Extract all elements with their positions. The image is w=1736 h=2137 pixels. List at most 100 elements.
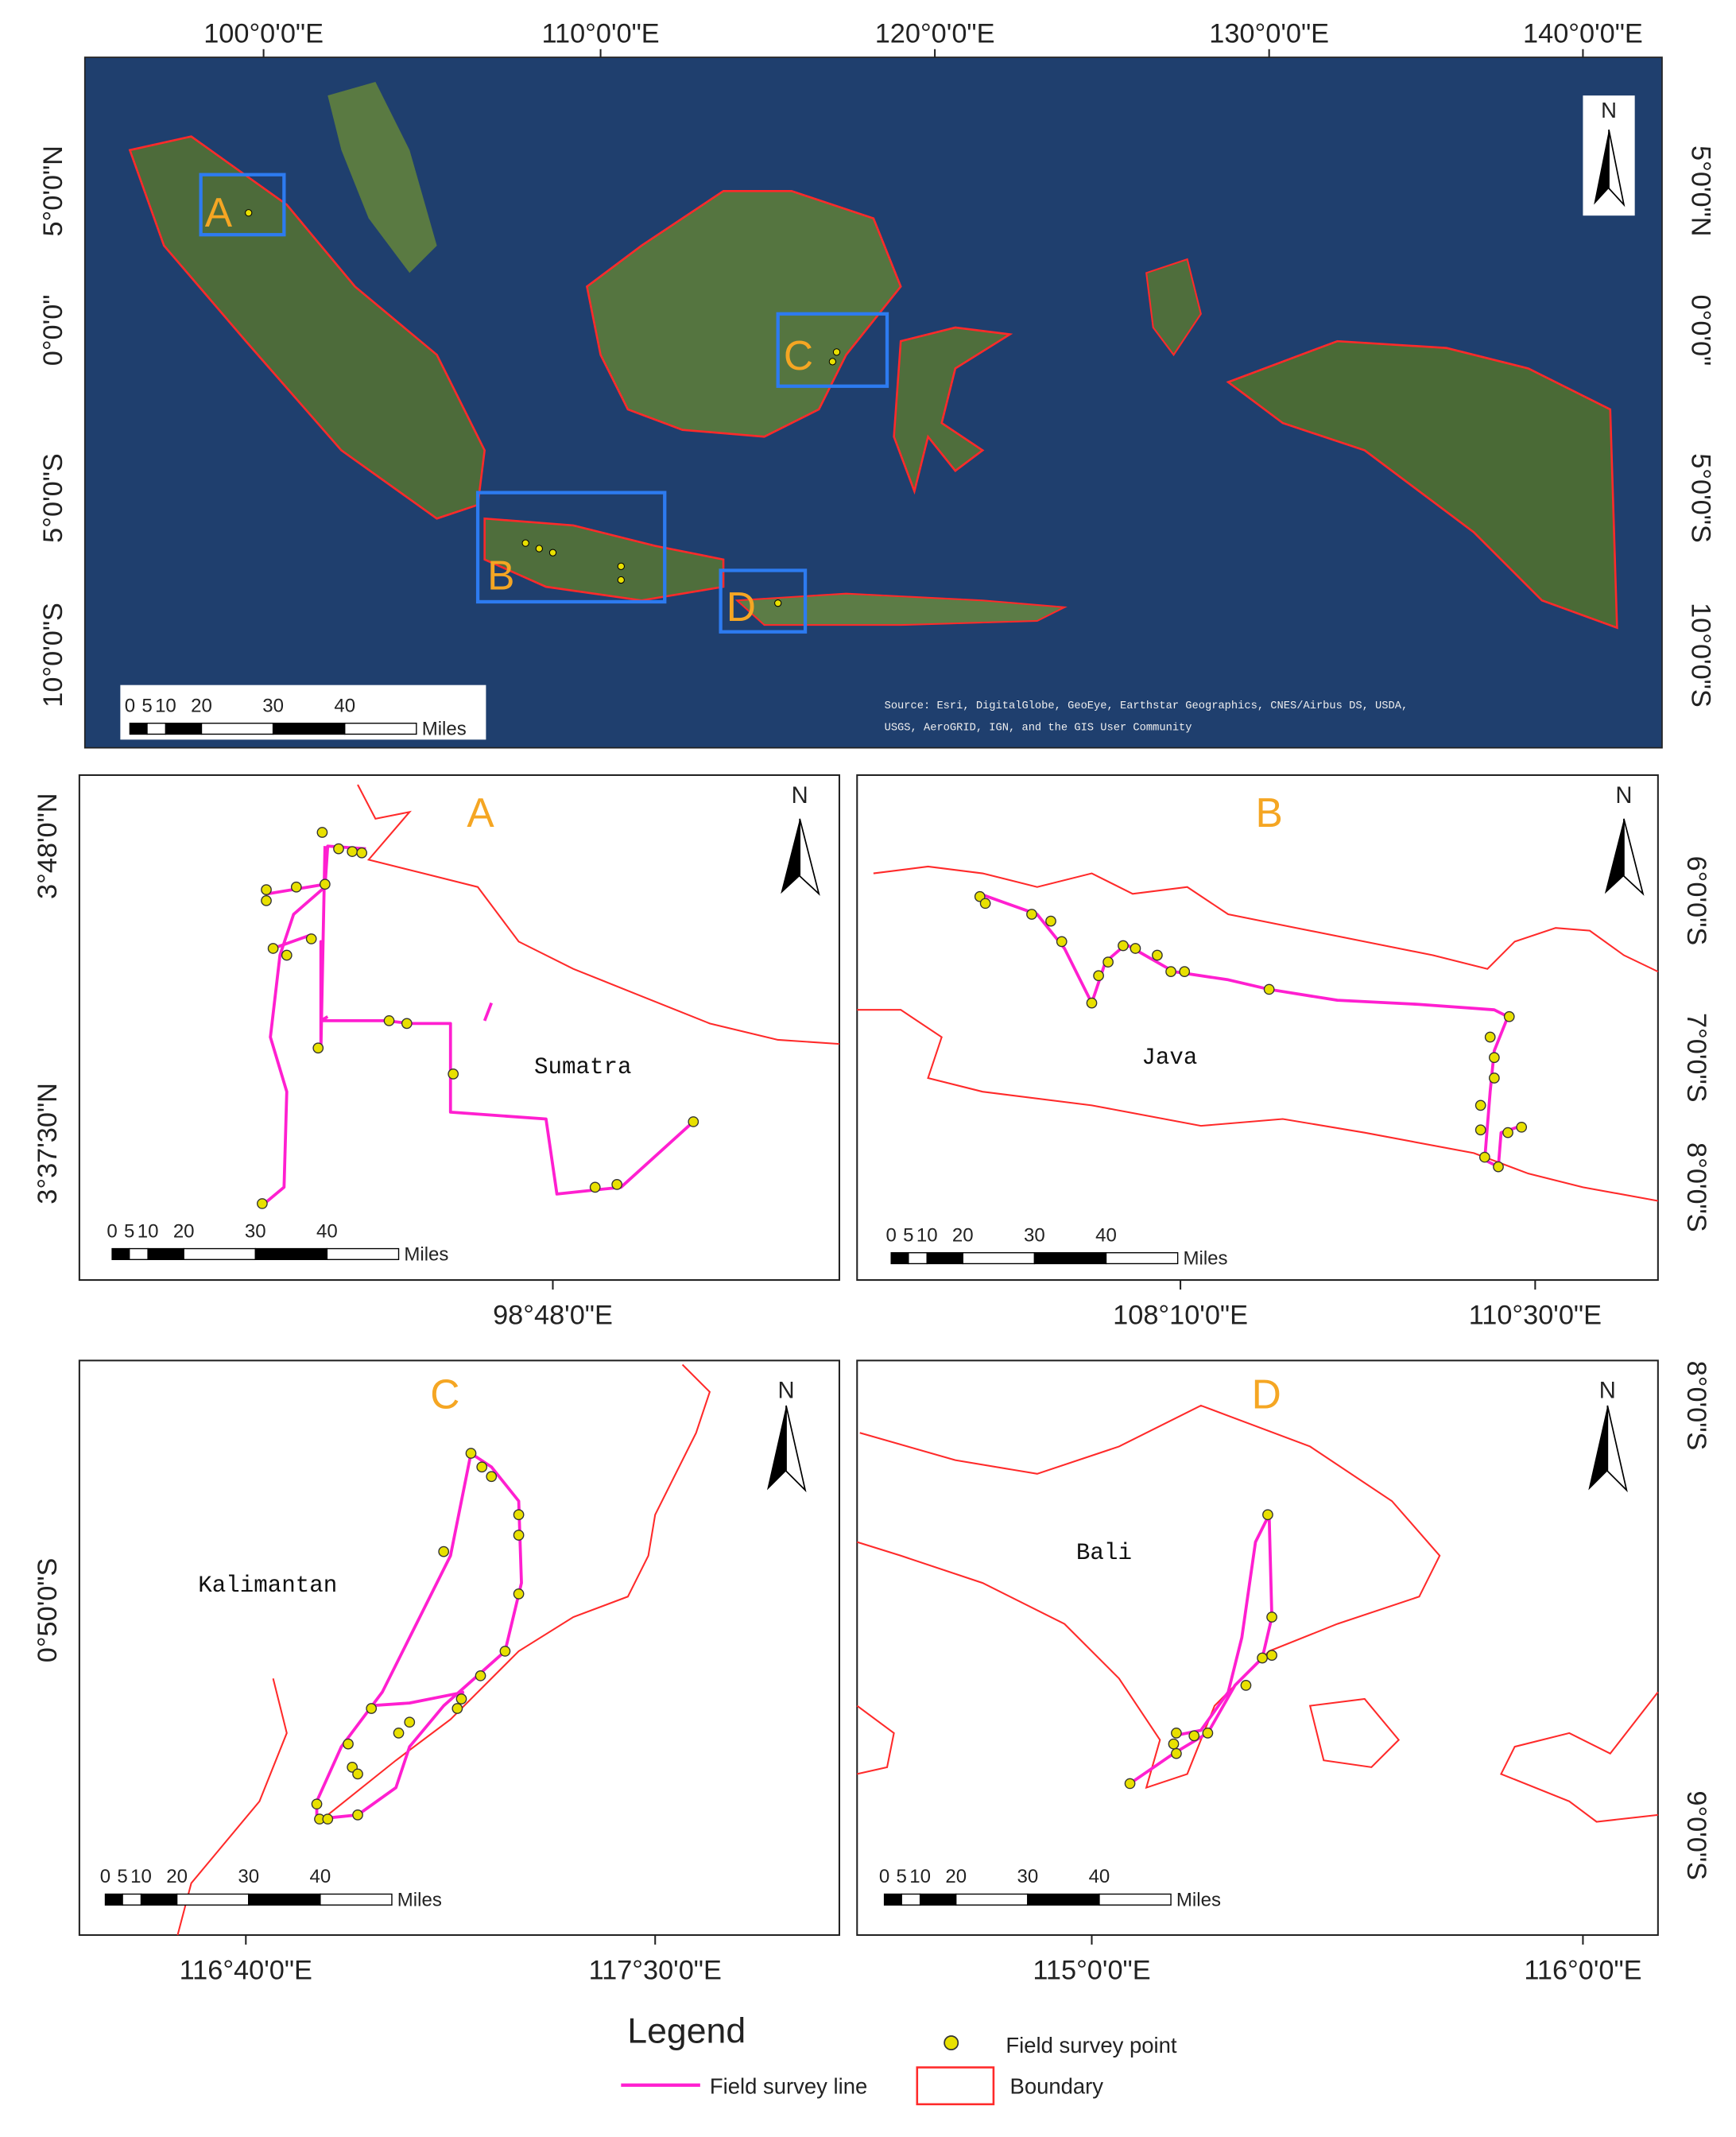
coord-label: 3°37'30"N [33,1083,63,1204]
scale-segment [962,1252,1036,1265]
legend-label: Boundary [1010,2073,1104,2098]
survey-point [1130,943,1141,954]
survey-point [1266,1650,1277,1661]
scale-segment [272,723,346,735]
north-label: N [1601,98,1617,122]
coastline [857,1009,1659,1202]
scale-label: 40 [316,1220,338,1242]
survey-point [1171,1747,1182,1759]
survey-line [315,1452,523,1821]
survey-point [535,545,543,553]
coord-label: 117°30'0"E [589,1955,722,1985]
scale-unit: Miles [1176,1889,1221,1910]
coord-label: 130°0'0"E [1209,19,1329,49]
survey-point [245,209,253,217]
scale-segment [248,1893,321,1906]
survey-point [1171,1728,1182,1739]
panel-label: B [1255,789,1282,836]
coastline [856,1404,1441,1790]
scale-segment [104,1893,123,1906]
panel-c-frame [78,1359,840,1936]
scale-label: 5 [117,1866,127,1887]
scale-unit: Miles [397,1889,442,1910]
scale-segment [146,723,167,735]
survey-point [451,1703,463,1714]
panel-label: D [1252,1371,1281,1417]
survey-point [513,1530,525,1541]
survey-line [258,844,695,1209]
coord-label: 5°0'0"S [1685,453,1715,543]
scale-segment [883,1893,902,1906]
coord-label: 0°0'0" [1685,295,1715,367]
survey-point [1488,1072,1500,1084]
scale-segment [129,1247,149,1260]
survey-point [1257,1652,1268,1664]
survey-point [343,1738,354,1750]
survey-point [832,348,841,356]
place-name: Java [1141,1045,1197,1071]
survey-point [1165,966,1176,977]
scale-segment [176,1893,250,1906]
survey-point [1124,1778,1136,1790]
survey-point [366,1703,378,1714]
survey-point [322,1813,334,1825]
scale-segment [111,1247,130,1260]
survey-point [475,1670,486,1681]
panel-label: C [430,1371,459,1417]
survey-point [1045,915,1056,927]
scale-label: 5 [903,1224,913,1246]
coord-label: 10°0'0"S [38,603,68,708]
survey-point [774,599,782,607]
survey-point [1118,940,1129,952]
survey-point [1102,956,1114,968]
scale-segment [320,1893,393,1906]
survey-point [1179,966,1191,977]
survey-point [1202,1728,1214,1739]
survey-point [1026,909,1037,920]
box-c [776,312,889,388]
sulawesi [893,326,1013,495]
scale-segment [129,723,148,735]
survey-point [1093,970,1104,982]
survey-point [404,1716,416,1728]
scale-unit: Miles [422,719,467,740]
coord-label: 0°50'0"S [33,1558,63,1663]
panel-d-frame [856,1359,1659,1936]
box-a [199,173,286,237]
north-label: N [777,1379,794,1404]
scale-label: 10 [130,1866,152,1887]
survey-point [617,576,625,584]
survey-point [438,1546,450,1557]
survey-point [1152,949,1163,961]
scale-segment [955,1893,1029,1906]
survey-point [305,933,317,944]
panel-b-frame [856,774,1659,1282]
scale-label: 5 [141,695,152,716]
scale-segment [326,1247,400,1260]
survey-point [393,1728,405,1739]
scale-segment [140,1893,178,1906]
north-arrow [785,818,1645,1493]
box-d [719,568,808,634]
coord-label: 5°0'0"N [38,145,68,236]
panel-label: A [467,789,494,836]
survey-point [261,895,272,906]
survey-point [476,1461,488,1473]
legend-label: Field survey line [710,2073,867,2098]
survey-point [486,1471,498,1483]
survey-point [261,884,272,896]
malay-peninsula [327,81,437,273]
survey-point [1474,1124,1486,1136]
survey-point [290,881,302,893]
scale-label: 0 [107,1220,117,1242]
maluku [1145,258,1202,357]
inset-boxes [199,173,889,634]
scale-label: 0 [886,1224,897,1246]
scale-segment [1099,1893,1172,1906]
source-text: Source: Esri, DigitalGlobe, GeoEye, Eart… [885,700,1409,712]
sumatra [128,135,486,520]
survey-point [347,846,358,857]
survey-point [448,1068,459,1080]
survey-point [1263,983,1275,995]
